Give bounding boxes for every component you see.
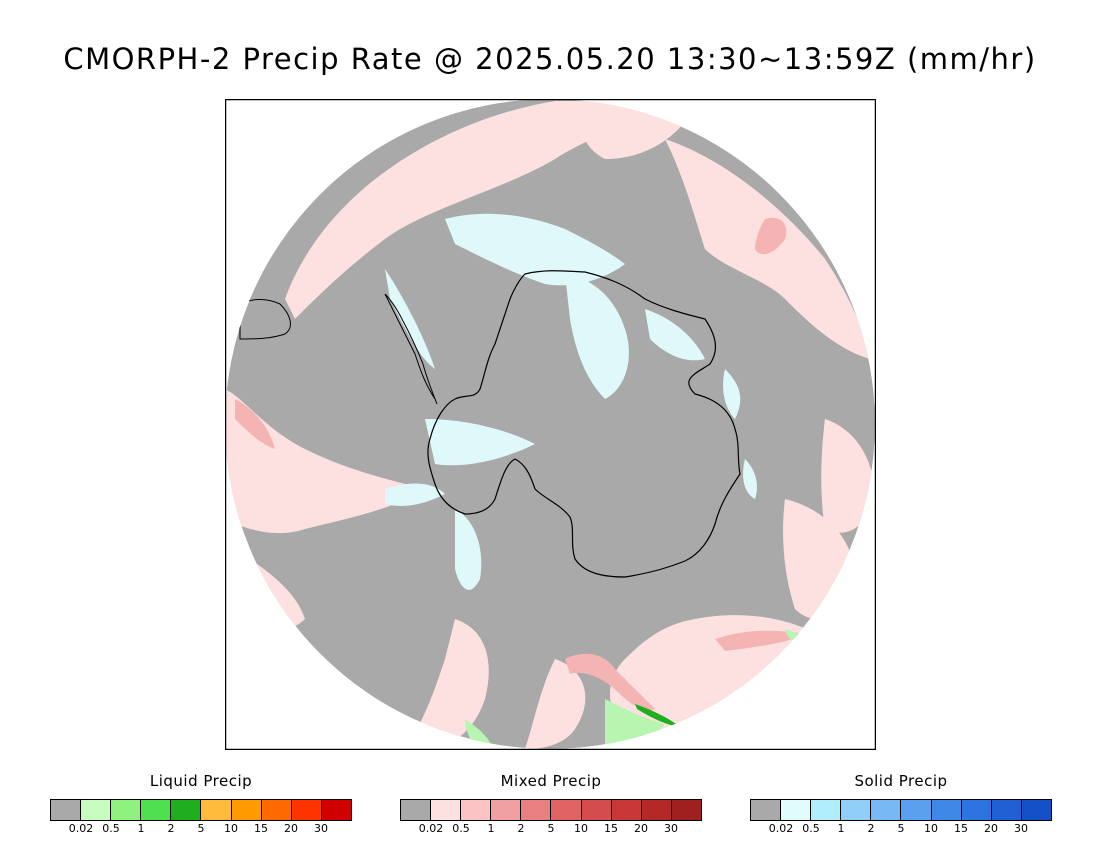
- legend-tick-label: 0.02: [68, 822, 94, 835]
- legend-swatch: [611, 800, 642, 820]
- legend-swatch: [401, 800, 432, 820]
- legend-solid-title: Solid Precip: [854, 772, 948, 790]
- legend-tick-label: 0.5: [452, 822, 470, 835]
- legend-swatch: [291, 800, 322, 820]
- legend-swatch: [431, 800, 462, 820]
- antarctica-coastline: [427, 270, 741, 578]
- ocean-background: [225, 99, 875, 749]
- legend-swatch: [171, 800, 202, 820]
- legend-tick-label: 20: [634, 822, 648, 835]
- legend-tick-label: 2: [517, 822, 525, 835]
- legend-tick-label: 5: [197, 822, 205, 835]
- map-disk: [225, 99, 875, 749]
- legend-swatch: [141, 800, 172, 820]
- legend-tick-label: 0.5: [102, 822, 120, 835]
- legend-tick-label: 15: [254, 822, 268, 835]
- legend-mixed-colorbar: [400, 799, 702, 821]
- precip-map: [225, 99, 876, 750]
- legend-tick-label: 0.02: [418, 822, 444, 835]
- legend-swatch: [461, 800, 492, 820]
- legend-liquid-ticks: 0.02 0.5 1 2 5 10 15 20 30: [50, 822, 352, 836]
- legend-liquid: Liquid Precip 0.02 0.5 1 2 5 10 15 20 30: [50, 772, 352, 842]
- legend-tick-label: 30: [664, 822, 678, 835]
- legend-swatch: [1021, 800, 1051, 820]
- south-america-tip: [239, 299, 291, 340]
- legend-tick-label: 1: [837, 822, 845, 835]
- legend-swatch: [491, 800, 522, 820]
- legend-swatch: [201, 800, 232, 820]
- legend-tick-label: 20: [284, 822, 298, 835]
- legend-tick-label: 30: [314, 822, 328, 835]
- legend-swatch: [261, 800, 292, 820]
- legend-swatch: [961, 800, 992, 820]
- legend-tick-label: 5: [547, 822, 555, 835]
- legend-tick-label: 30: [1014, 822, 1028, 835]
- legend-swatch: [641, 800, 672, 820]
- legend-swatch: [841, 800, 872, 820]
- legend-swatch: [231, 800, 262, 820]
- legend-tick-label: 20: [984, 822, 998, 835]
- legend-swatch: [871, 800, 902, 820]
- legend-tick-label: 15: [604, 822, 618, 835]
- legend-tick-label: 5: [897, 822, 905, 835]
- legend-swatch: [521, 800, 552, 820]
- legend-solid: Solid Precip 0.02 0.5 1 2 5 10 15 20 30: [750, 772, 1052, 842]
- legend-tick-label: 15: [954, 822, 968, 835]
- legend-liquid-colorbar: [50, 799, 352, 821]
- legend-tick-label: 1: [487, 822, 495, 835]
- legend-tick-label: 10: [574, 822, 588, 835]
- legend-swatch: [781, 800, 812, 820]
- map-border: [225, 99, 876, 750]
- legend-swatch: [991, 800, 1022, 820]
- legend-swatch: [671, 800, 701, 820]
- solid-precip-regions: [385, 213, 757, 590]
- legend-tick-label: 10: [924, 822, 938, 835]
- legend-swatch: [901, 800, 932, 820]
- legend-swatch: [51, 800, 82, 820]
- legend-swatch: [751, 800, 782, 820]
- legend-swatch: [321, 800, 351, 820]
- legend-swatch: [811, 800, 842, 820]
- legend-swatch: [81, 800, 112, 820]
- antarctic-peninsula: [384, 293, 438, 405]
- legend-solid-ticks: 0.02 0.5 1 2 5 10 15 20 30: [750, 822, 1052, 836]
- legend-tick-label: 10: [224, 822, 238, 835]
- legend-solid-colorbar: [750, 799, 1052, 821]
- legend-swatch: [551, 800, 582, 820]
- legend-swatch: [931, 800, 962, 820]
- legend-tick-label: 0.02: [768, 822, 794, 835]
- legend-mixed-ticks: 0.02 0.5 1 2 5 10 15 20 30: [400, 822, 702, 836]
- legend-tick-label: 0.5: [802, 822, 820, 835]
- legend-swatch: [581, 800, 612, 820]
- legend-mixed: Mixed Precip 0.02 0.5 1 2 5 10 15 20 30: [400, 772, 702, 842]
- legend-liquid-title: Liquid Precip: [149, 772, 253, 790]
- legend-tick-label: 2: [167, 822, 175, 835]
- legend-tick-label: 1: [137, 822, 145, 835]
- chart-title: CMORPH-2 Precip Rate @ 2025.05.20 13:30~…: [63, 42, 1037, 76]
- legend-swatch: [111, 800, 142, 820]
- legend-tick-label: 2: [867, 822, 875, 835]
- legend-mixed-title: Mixed Precip: [500, 772, 602, 790]
